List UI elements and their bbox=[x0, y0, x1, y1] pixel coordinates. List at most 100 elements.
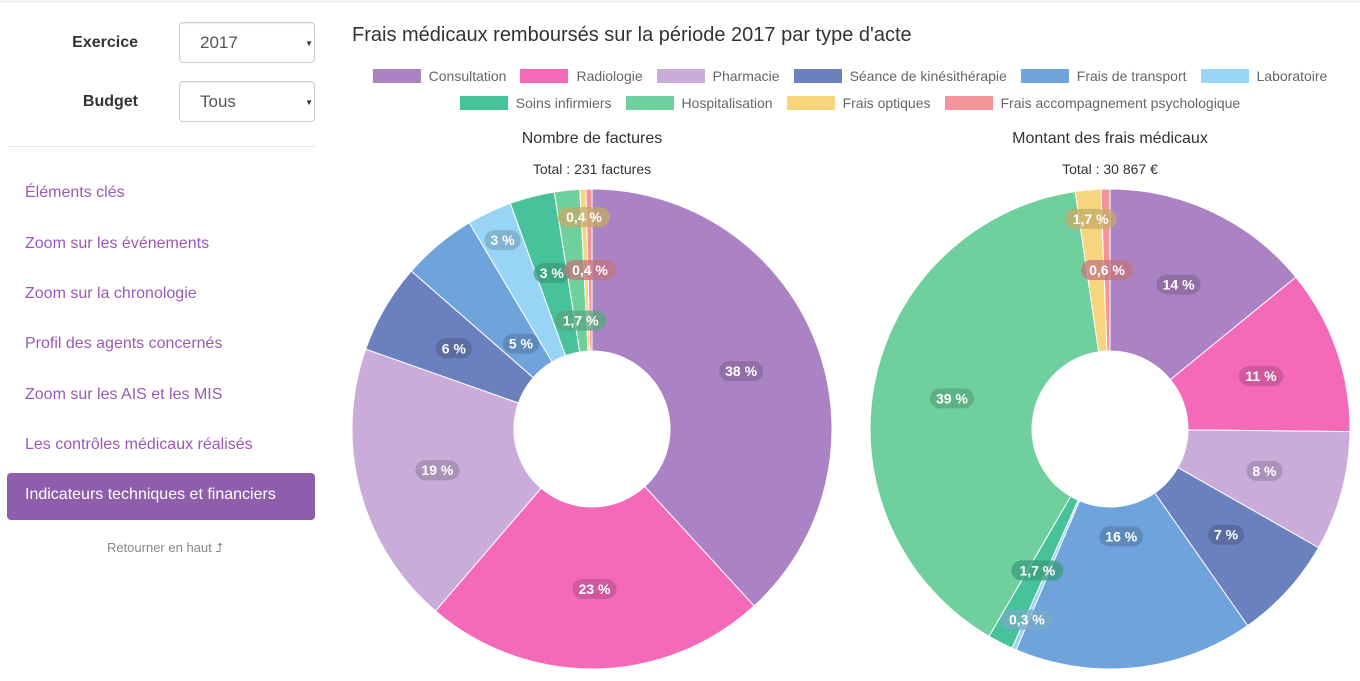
data-label: 7 % bbox=[1214, 527, 1239, 543]
data-label-bg bbox=[719, 360, 764, 381]
legend-item[interactable]: Frais de transport bbox=[1020, 68, 1187, 84]
legend-item[interactable]: Soins infirmiers bbox=[459, 95, 612, 111]
legend-label: Séance de kinésithérapie bbox=[849, 68, 1007, 84]
legend-label: Frais de transport bbox=[1076, 68, 1187, 84]
budget-filter: Budget Tous ▼ bbox=[0, 81, 330, 123]
data-label: 0,4 % bbox=[566, 209, 602, 225]
data-label: 8 % bbox=[1252, 463, 1277, 479]
legend-swatch bbox=[1200, 69, 1249, 83]
nav-elements-cles[interactable]: Éléments clés bbox=[25, 184, 125, 201]
legend-swatch bbox=[459, 96, 508, 110]
nav-indicateurs-techniques[interactable]: Indicateurs techniques et financiers bbox=[7, 473, 315, 520]
legend-label: Radiologie bbox=[576, 68, 643, 84]
nav-zoom-evenements[interactable]: Zoom sur les événements bbox=[25, 235, 210, 252]
data-label: 16 % bbox=[1105, 528, 1137, 544]
data-label-bg bbox=[415, 460, 460, 481]
legend-swatch bbox=[625, 96, 674, 110]
legend-label: Frais optiques bbox=[842, 95, 931, 111]
data-label: 3 % bbox=[491, 232, 516, 248]
data-label-bg bbox=[1011, 560, 1064, 581]
data-label-bg bbox=[929, 388, 974, 409]
legend-swatch bbox=[793, 69, 842, 83]
data-label-bg bbox=[435, 338, 472, 359]
data-label: 23 % bbox=[579, 581, 611, 597]
budget-select[interactable]: Tous ▼ bbox=[179, 81, 315, 122]
data-label-bg bbox=[554, 310, 607, 331]
pie-slice-0-1[interactable] bbox=[434, 485, 755, 670]
legend-item[interactable]: Pharmacie bbox=[656, 68, 780, 84]
data-label-bg bbox=[533, 263, 570, 284]
legend-row-2: Soins infirmiers Hospitalisation Frais opt… bbox=[340, 95, 1360, 111]
budget-value: Tous bbox=[200, 92, 236, 111]
data-label: 6 % bbox=[442, 340, 467, 356]
data-label: 5 % bbox=[509, 336, 534, 352]
nav-zoom-chronologie[interactable]: Zoom sur la chronologie bbox=[25, 285, 197, 302]
legend-label: Consultation bbox=[428, 68, 507, 84]
divider bbox=[8, 146, 315, 147]
chart-1-title: Nombre de factures bbox=[521, 130, 663, 147]
pie-slice-1-0[interactable] bbox=[1109, 188, 1297, 381]
legend-label: Pharmacie bbox=[712, 68, 780, 84]
legend-swatch bbox=[944, 96, 993, 110]
data-label: 0,4 % bbox=[572, 262, 608, 278]
chart-2-title: Montant des frais médicaux bbox=[1012, 130, 1208, 147]
data-label-bg bbox=[1064, 208, 1117, 229]
caret-icon: ▼ bbox=[305, 39, 313, 48]
legend-swatch bbox=[656, 69, 705, 83]
pie-slice-1-7[interactable] bbox=[869, 190, 1100, 637]
exercice-filter: Exercice 2017 ▼ bbox=[0, 22, 330, 64]
legend-item[interactable]: Hospitalisation bbox=[625, 95, 773, 111]
legend-swatch bbox=[1020, 69, 1069, 83]
data-label: 0,6 % bbox=[1089, 262, 1125, 278]
data-label: 11 % bbox=[1245, 368, 1277, 384]
data-label-bg bbox=[563, 260, 616, 281]
legend-label: Soins infirmiers bbox=[515, 95, 612, 111]
legend-swatch bbox=[520, 69, 569, 83]
sidebar: Exercice 2017 ▼ Budget Tous ▼ Éléments clé… bbox=[0, 0, 330, 681]
data-label-bg bbox=[1080, 260, 1133, 281]
legend-item[interactable]: Frais optiques bbox=[786, 95, 931, 111]
data-label-bg bbox=[1000, 609, 1053, 630]
legend-item[interactable]: Consultation bbox=[372, 68, 507, 84]
data-label: 39 % bbox=[936, 390, 968, 406]
pie-slice-0-0[interactable] bbox=[591, 188, 833, 607]
top-border bbox=[0, 0, 1360, 3]
legend-item[interactable]: Radiologie bbox=[520, 68, 643, 84]
data-label-bg bbox=[484, 230, 521, 251]
legend-item[interactable]: Frais accompagnement psychologique bbox=[944, 95, 1240, 111]
data-label-bg bbox=[1246, 460, 1283, 481]
legend-swatch bbox=[786, 96, 835, 110]
data-label-bg bbox=[557, 207, 610, 228]
data-label-bg bbox=[1208, 524, 1245, 545]
nav-profil-agents[interactable]: Profil des agents concernés bbox=[25, 335, 223, 352]
data-label: 0,3 % bbox=[1009, 612, 1045, 628]
exercice-select[interactable]: 2017 ▼ bbox=[179, 22, 315, 63]
nav-zoom-ais-mis[interactable]: Zoom sur les AIS et les MIS bbox=[25, 386, 223, 403]
legend-item[interactable]: Séance de kinésithérapie bbox=[793, 68, 1007, 84]
data-label: 38 % bbox=[725, 363, 757, 379]
data-label-bg bbox=[572, 578, 617, 599]
caret-icon: ▼ bbox=[305, 98, 313, 107]
data-label-bg bbox=[1156, 274, 1201, 295]
legend-item[interactable]: Laboratoire bbox=[1200, 68, 1328, 84]
data-label: 1,7 % bbox=[1019, 562, 1055, 578]
legend-label: Hospitalisation bbox=[681, 95, 773, 111]
exercice-label: Exercice bbox=[72, 34, 138, 51]
legend-label: Laboratoire bbox=[1256, 68, 1328, 84]
data-label: 1,7 % bbox=[563, 313, 599, 329]
legend-row-1: Consultation Radiologie Pharmacie Séance de… bbox=[340, 68, 1360, 84]
data-label-bg bbox=[502, 333, 539, 354]
back-to-top-link[interactable]: Retourner en haut ⮥ bbox=[106, 540, 224, 555]
page-title: Frais médicaux remboursés sur la période… bbox=[352, 24, 912, 46]
nav-controles-medicaux[interactable]: Les contrôles médicaux réalisés bbox=[25, 436, 253, 453]
legend-swatch bbox=[372, 69, 421, 83]
pie-slice-1-4[interactable] bbox=[1015, 492, 1249, 670]
data-label: 3 % bbox=[540, 265, 565, 281]
pie-slice-1-1[interactable] bbox=[1169, 276, 1351, 433]
data-label: 19 % bbox=[421, 462, 453, 478]
chart-1-subtitle: Total : 231 factures bbox=[532, 161, 652, 177]
data-label: 14 % bbox=[1163, 276, 1195, 292]
budget-label: Budget bbox=[82, 93, 138, 110]
exercice-value: 2017 bbox=[200, 33, 238, 52]
